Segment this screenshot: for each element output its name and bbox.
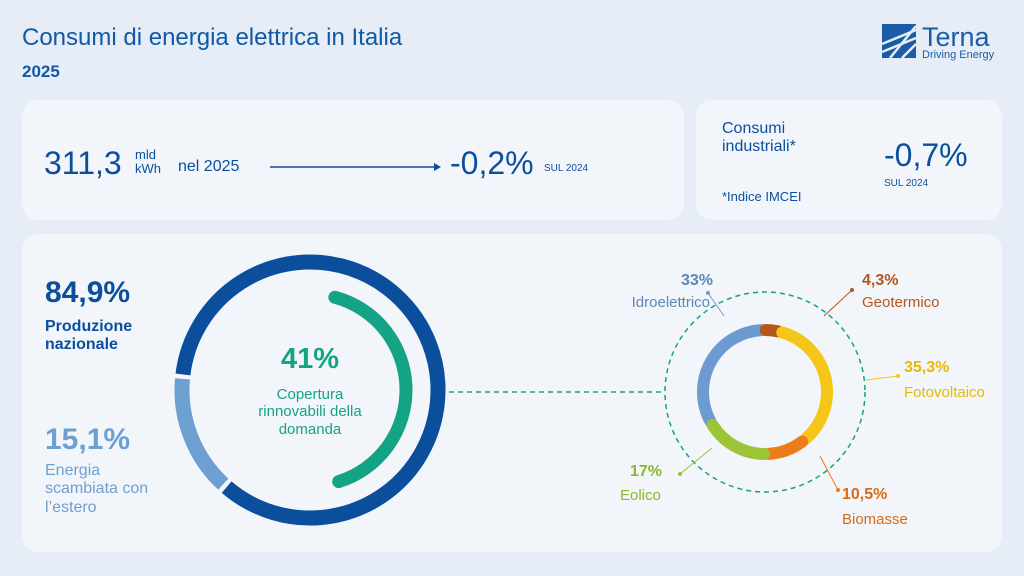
- arrow-head: [434, 163, 441, 171]
- industrial-title: Consumi industriali*: [722, 120, 796, 156]
- dashed-ring: [664, 291, 866, 493]
- value-label: 4,3%: [862, 272, 899, 289]
- industrial-note: *Indice IMCEI: [722, 189, 802, 204]
- inner-text: Copertura rinnovabili della domanda: [258, 386, 362, 438]
- donut-segment: [175, 254, 446, 526]
- value-label: 84,9%: [45, 276, 131, 309]
- total-value: 311,3: [44, 145, 122, 181]
- logo-icon: [881, 24, 917, 59]
- category-label: Biomasse: [842, 511, 908, 528]
- value-label: 33%: [680, 272, 714, 289]
- leader-lines: [678, 288, 900, 492]
- value-label: 35,3%: [904, 359, 950, 376]
- value-label: 17%: [630, 463, 663, 480]
- period: nel 2025: [178, 158, 240, 175]
- category-label: Eolico: [620, 487, 661, 504]
- industrial-card: [696, 100, 1002, 220]
- category-label: Idroelettrico: [631, 294, 710, 311]
- donut-segment: [776, 326, 833, 445]
- value-label: 10,5%: [842, 486, 888, 503]
- donut-segment: [759, 324, 785, 338]
- category-label: Energia scambiata con l’estero: [45, 462, 149, 516]
- title: Consumi di energia elettrica in Italia: [22, 24, 403, 51]
- industrial-change-ref: SUL 2024: [884, 178, 929, 189]
- category-label: Fotovoltaico: [904, 384, 985, 401]
- logo-name: Terna: [922, 22, 990, 52]
- summary-card: [22, 100, 684, 220]
- donut-segment: [706, 418, 771, 460]
- inner-arc: [328, 290, 413, 489]
- category-label: Geotermico: [862, 294, 940, 311]
- value-label: 15,1%: [45, 423, 131, 456]
- subtitle: 2025: [22, 62, 60, 81]
- change: -0,2%: [450, 145, 534, 181]
- unit: kWh: [135, 161, 161, 176]
- inner-value: 41%: [280, 343, 340, 375]
- donut-segment: [174, 378, 229, 490]
- donut-segment: [697, 324, 768, 428]
- industrial-change: -0,7%: [884, 137, 968, 173]
- change-ref: SUL 2024: [544, 163, 589, 174]
- unit: mld: [135, 147, 156, 162]
- logo-tagline: Driving Energy: [922, 49, 995, 61]
- donut-segment: [762, 435, 809, 460]
- category-label: Produzione nazionale: [45, 318, 133, 354]
